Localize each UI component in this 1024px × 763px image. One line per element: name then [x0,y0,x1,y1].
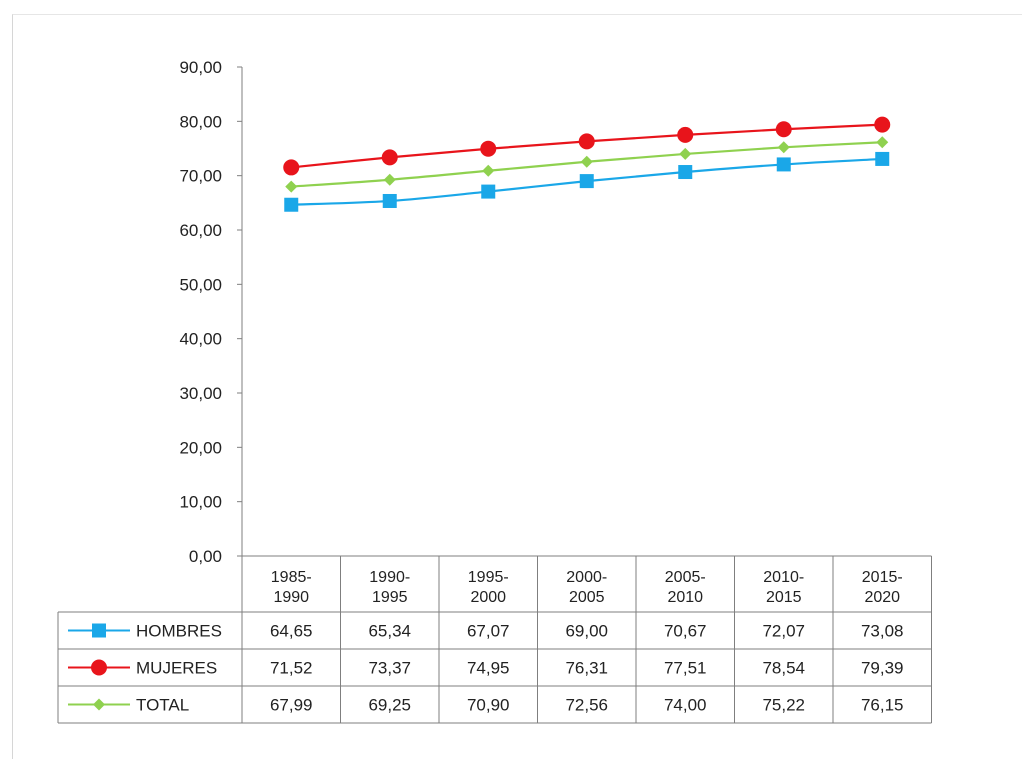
axes: 0,00 10,00 20,00 30,00 40,00 50,00 60,00 70,00 8… [179,58,243,566]
series-mujeres [283,116,891,176]
data-point-hombres [382,193,397,208]
data-label-total: 72,56 [565,696,608,715]
legend-label-total: TOTAL [136,696,189,715]
data-label-hombres: 65,34 [368,622,411,641]
data-point-mujeres [480,140,497,157]
data-label-hombres: 73,08 [861,622,904,641]
y-tick-label: 70,00 [179,167,222,186]
data-point-mujeres [578,133,595,150]
data-point-hombres [481,184,496,199]
data-label-mujeres: 73,37 [368,659,411,678]
series-lines [283,116,891,212]
y-tick-label: 10,00 [179,493,222,512]
data-label-total: 75,22 [762,696,805,715]
data-point-total [482,164,495,177]
data-label-total: 76,15 [861,696,904,715]
data-point-hombres [678,165,693,180]
category-label: 2010-2015 [763,569,804,606]
legend-mujeres: MUJERES [68,659,217,678]
data-point-mujeres [381,149,398,166]
data-point-total [285,180,298,193]
data-label-hombres: 67,07 [467,622,510,641]
data-point-mujeres [775,121,792,138]
legend-label-mujeres: MUJERES [136,659,217,678]
data-label-mujeres: 74,95 [467,659,510,678]
category-label: 2000-2005 [566,569,607,606]
legend-marker-total [93,698,105,711]
category-label: 1985-1990 [271,569,312,606]
data-point-total [876,136,889,149]
data-point-mujeres [874,116,891,133]
data-point-total [777,141,790,154]
y-tick-label: 90,00 [179,58,222,77]
data-label-hombres: 69,00 [565,622,608,641]
data-label-mujeres: 71,52 [270,659,313,678]
y-tick-label: 0,00 [189,547,222,566]
category-label: 1990-1995 [369,569,410,606]
data-point-hombres [284,197,299,212]
y-tick-label: 50,00 [179,275,222,294]
data-label-total: 74,00 [664,696,707,715]
data-label-total: 67,99 [270,696,313,715]
data-label-mujeres: 76,31 [565,659,608,678]
data-point-hombres [875,151,890,166]
y-tick-label: 40,00 [179,330,222,349]
data-table: 1985-1990 1990-1995 1995-2000 2000-2005 2005… [57,555,932,724]
y-tick-label: 30,00 [179,384,222,403]
data-point-hombres [579,174,594,189]
y-tick-label: 20,00 [179,438,222,457]
legend-marker-hombres [92,623,106,638]
data-label-hombres: 72,07 [762,622,805,641]
y-tick-label: 80,00 [179,112,222,131]
y-tick-label: 60,00 [179,221,222,240]
data-point-mujeres [677,126,694,143]
data-label-mujeres: 79,39 [861,659,904,678]
series-hombres [284,151,890,212]
data-point-total [679,147,692,160]
legend-hombres: HOMBRES [68,622,222,641]
category-label: 2005-2010 [665,569,706,606]
data-point-total [580,155,593,168]
category-label: 2015-2020 [862,569,903,606]
data-label-mujeres: 77,51 [664,659,707,678]
data-point-total [383,173,396,186]
chart-frame [12,14,1022,759]
legend-label-hombres: HOMBRES [136,622,222,641]
data-label-mujeres: 78,54 [762,659,805,678]
series-total [285,136,889,193]
data-point-hombres [776,157,791,172]
data-label-hombres: 70,67 [664,622,707,641]
legend-marker-mujeres [91,659,107,676]
category-label: 1995-2000 [468,569,509,606]
data-label-total: 70,90 [467,696,510,715]
data-label-total: 69,25 [368,696,411,715]
data-label-hombres: 64,65 [270,622,313,641]
data-point-mujeres [283,159,300,176]
legend-total: TOTAL [68,696,189,715]
